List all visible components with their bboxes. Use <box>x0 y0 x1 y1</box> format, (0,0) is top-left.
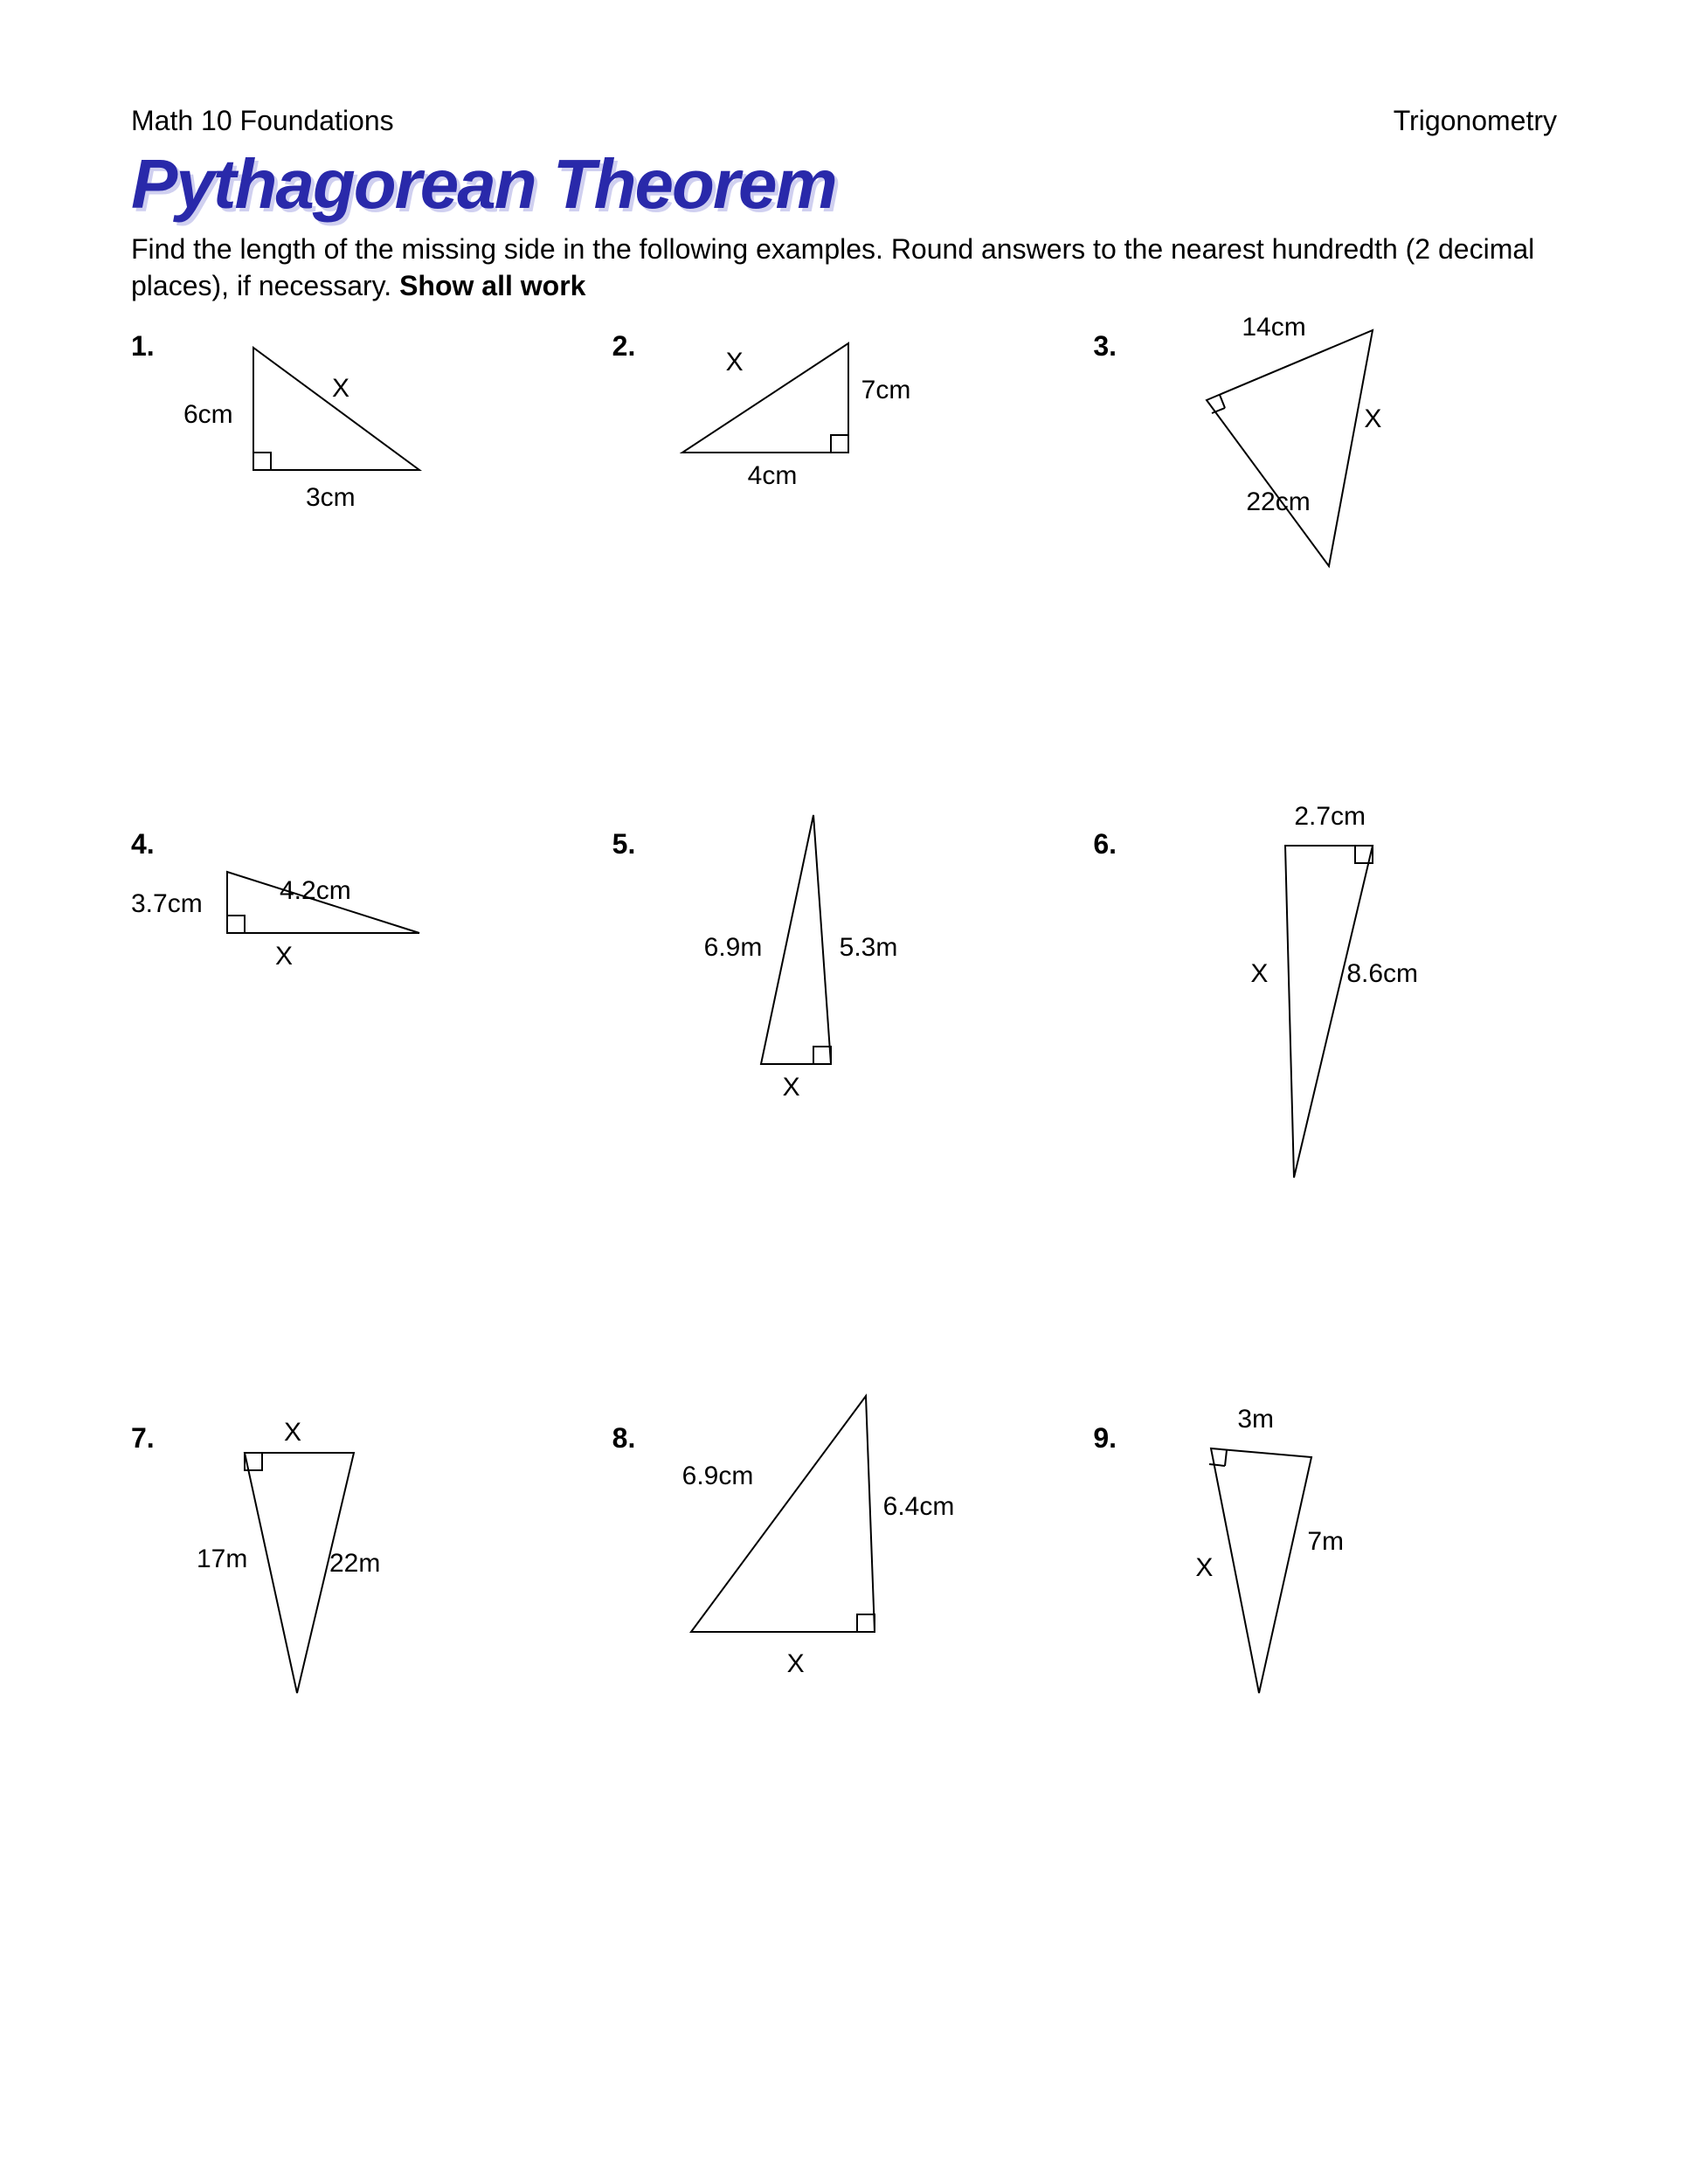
problem-9: 9. 3m X 7m <box>1093 1405 1557 1894</box>
problem-5: 5. 6.9m X 5.3m <box>612 811 1076 1405</box>
problem-grid: 1. 6cm 3cm X 2. X 4cm 7cm 3. 14cm 22cm X… <box>131 321 1557 1894</box>
side-b: 4cm <box>748 461 798 491</box>
problem-2: 2. X 4cm 7cm <box>612 321 1076 811</box>
problem-number: 9. <box>1093 1422 1117 1455</box>
triangle-8 <box>665 1387 927 1658</box>
triangle-3 <box>1145 313 1425 592</box>
triangle-6 <box>1198 828 1425 1195</box>
problem-number: 5. <box>612 828 636 860</box>
instructions: Find the length of the missing side in t… <box>131 232 1557 304</box>
problem-7: 7. 17m X 22m <box>131 1405 595 1894</box>
side-a: 2.7cm <box>1294 802 1366 832</box>
problem-number: 4. <box>131 828 155 860</box>
problem-number: 6. <box>1093 828 1117 860</box>
problem-number: 7. <box>131 1422 155 1455</box>
side-b: X <box>783 1073 800 1102</box>
problem-number: 2. <box>612 330 636 363</box>
problem-8: 8. 6.9cm X 6.4cm <box>612 1405 1076 1894</box>
page-title: Pythagorean Theorem <box>131 144 1557 225</box>
side-c: 5.3m <box>840 933 898 963</box>
problem-4: 4. 3.7cm X 4.2cm <box>131 811 595 1405</box>
problem-number: 8. <box>612 1422 636 1455</box>
side-a: 14cm <box>1242 313 1305 342</box>
instructions-text: Find the length of the missing side in t… <box>131 233 1534 301</box>
side-c: 6.4cm <box>883 1492 955 1522</box>
side-a: 3m <box>1237 1405 1274 1434</box>
side-c: 7cm <box>861 376 911 405</box>
triangle-4 <box>175 854 437 959</box>
side-c: X <box>332 374 349 404</box>
header-row: Math 10 Foundations Trigonometry <box>131 105 1557 137</box>
triangle-2 <box>656 330 883 470</box>
instructions-bold: Show all work <box>399 270 585 301</box>
problem-1: 1. 6cm 3cm X <box>131 321 595 811</box>
problem-number: 1. <box>131 330 155 363</box>
side-b: 22cm <box>1246 487 1310 517</box>
side-a: 3.7cm <box>131 889 203 919</box>
side-a: 6cm <box>183 400 233 430</box>
side-c: 8.6cm <box>1346 959 1418 989</box>
problem-6: 6. 2.7cm X 8.6cm <box>1093 811 1557 1405</box>
triangle-9 <box>1145 1422 1408 1711</box>
unit-name: Trigonometry <box>1394 105 1557 137</box>
side-b: X <box>1250 959 1268 989</box>
side-b: X <box>1195 1553 1213 1583</box>
problem-3: 3. 14cm 22cm X <box>1093 321 1557 811</box>
side-c: 7m <box>1307 1527 1344 1557</box>
side-b: X <box>284 1418 301 1448</box>
problem-number: 3. <box>1093 330 1117 363</box>
side-a: 6.9m <box>704 933 763 963</box>
side-a: X <box>726 348 744 377</box>
side-a: 17m <box>197 1545 247 1574</box>
side-b: X <box>787 1649 805 1679</box>
side-b: 3cm <box>306 483 356 513</box>
side-c: 22m <box>329 1549 380 1579</box>
side-a: 6.9cm <box>682 1462 754 1491</box>
side-b: X <box>275 942 293 971</box>
triangle-1 <box>201 339 428 496</box>
course-name: Math 10 Foundations <box>131 105 394 137</box>
side-c: X <box>1364 404 1381 434</box>
side-c: 4.2cm <box>280 876 351 906</box>
